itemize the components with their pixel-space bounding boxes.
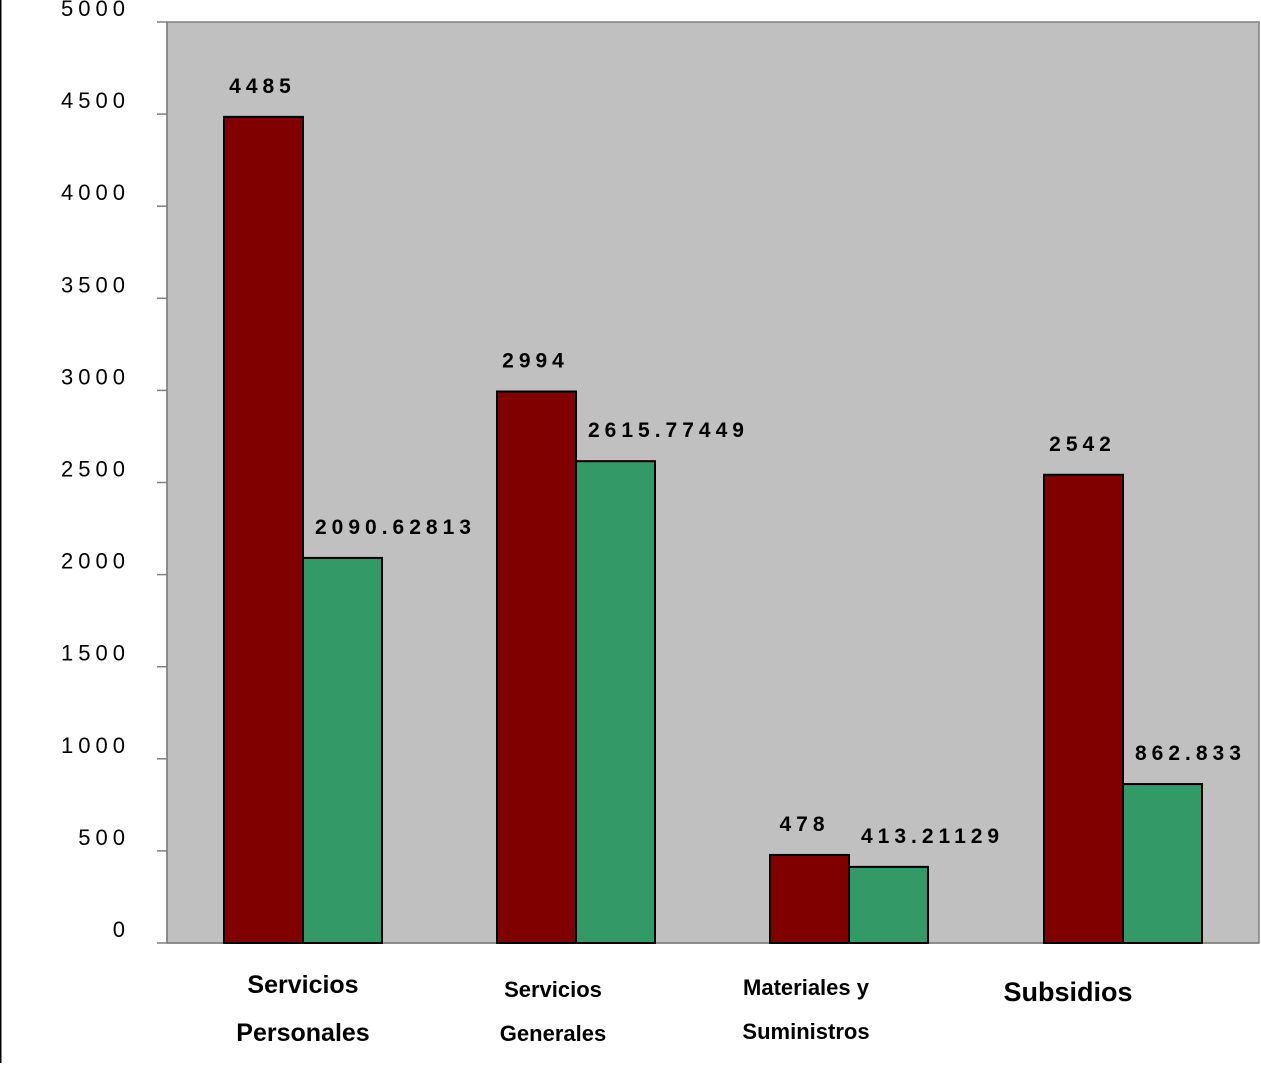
x-axis-labels: Servicios Personales Servicios Generales Mat… bbox=[236, 971, 1132, 1047]
y-tick-label: 4000 bbox=[61, 180, 130, 205]
value-label: 2090.62813 bbox=[315, 516, 476, 539]
x-category-label: Generales bbox=[500, 1021, 606, 1046]
bar bbox=[302, 556, 383, 944]
y-tick-label: 5000 bbox=[61, 0, 130, 21]
value-label: 2615.77449 bbox=[588, 419, 749, 442]
y-tick-label: 1000 bbox=[61, 733, 130, 758]
bar bbox=[223, 115, 304, 945]
y-tick-label: 3000 bbox=[61, 364, 130, 389]
bar bbox=[575, 460, 656, 944]
value-label: 862.833 bbox=[1135, 742, 1246, 765]
y-tick-label: 4500 bbox=[61, 88, 130, 113]
x-category-label: Servicios bbox=[247, 971, 358, 999]
value-label: 4485 bbox=[229, 75, 296, 98]
x-category-label: Subsidios bbox=[1003, 977, 1132, 1007]
y-tick-label: 2500 bbox=[61, 457, 130, 482]
value-label: 2542 bbox=[1049, 433, 1116, 456]
value-label: 413.21129 bbox=[861, 825, 1004, 848]
bars bbox=[223, 115, 1203, 945]
value-label: 2994 bbox=[502, 350, 569, 373]
value-labels: 4485 2994 478 2542 2090.62813 2615.77449 413.2… bbox=[229, 75, 1246, 848]
x-category-label: Materiales y bbox=[743, 975, 870, 1000]
x-category-label: Personales bbox=[236, 1019, 369, 1047]
y-tick-label: 3500 bbox=[61, 272, 130, 297]
y-tick-label: 2000 bbox=[61, 549, 130, 574]
bar bbox=[848, 865, 929, 944]
bar bbox=[1122, 783, 1203, 944]
y-tick-label: 1500 bbox=[61, 641, 130, 666]
x-category-label: Servicios bbox=[504, 977, 602, 1002]
bar bbox=[769, 853, 850, 944]
y-tick-label: 0 bbox=[113, 917, 130, 942]
bar bbox=[496, 390, 577, 944]
chart-frame-left-border bbox=[0, 0, 2, 1063]
value-label: 478 bbox=[779, 813, 829, 836]
y-tick-label: 500 bbox=[78, 825, 130, 850]
x-category-label: Suministros bbox=[742, 1019, 869, 1044]
bar bbox=[1043, 473, 1124, 944]
